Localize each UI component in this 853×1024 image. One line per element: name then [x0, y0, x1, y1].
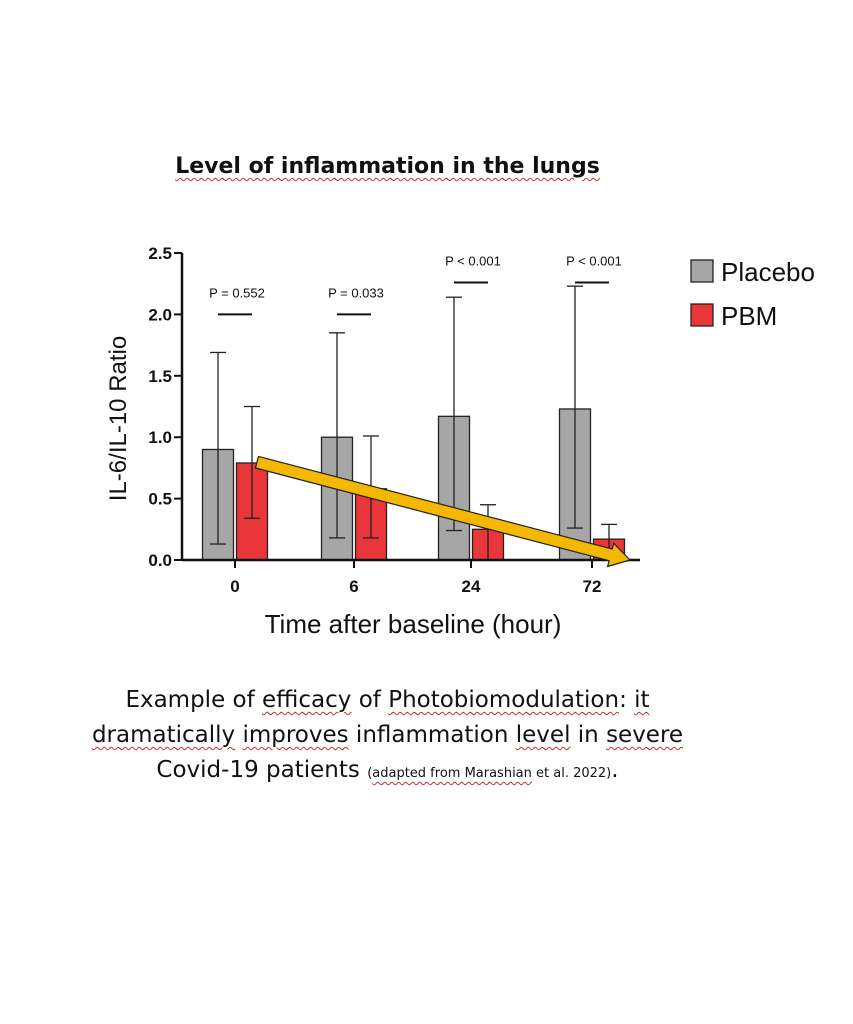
caption-source: (	[367, 766, 373, 781]
trend-arrow	[254, 455, 631, 568]
caption-line-1: Example of efficacy of Photobiomodulatio…	[40, 683, 735, 718]
legend-swatch-placebo	[690, 259, 714, 283]
y-tick-label: 0.0	[148, 551, 172, 570]
y-axis-label: IL-6/IL-10 Ratio	[105, 336, 132, 501]
caption-text: it	[634, 687, 650, 713]
bar-chart: 0.0 0.5 1.0 1.5 2.0 2.5 0 6 24 72 Time after basel…	[105, 244, 815, 639]
y-tick-label: 1.5	[148, 367, 172, 386]
legend-label-pbm: PBM	[721, 301, 777, 331]
x-axis-label: Time after baseline (hour)	[265, 609, 562, 639]
legend-swatch-pbm	[690, 303, 714, 327]
p-value-label: P = 0.033	[328, 285, 384, 300]
caption-text: Example of	[125, 687, 263, 713]
x-tick-label: 72	[583, 577, 602, 596]
p-value-label: P < 0.001	[445, 253, 501, 268]
caption-text: :	[619, 687, 635, 713]
caption-text: dramatically	[91, 722, 236, 748]
x-tick-label: 24	[462, 577, 481, 596]
y-tick-label: 2.0	[148, 305, 172, 324]
y-tick-label: 2.5	[148, 244, 172, 263]
caption-text: .	[611, 757, 619, 783]
caption-text: Covid-19 patients	[156, 757, 368, 783]
caption-line-2: dramatically improves inflammation level…	[40, 718, 735, 753]
caption-text: severe	[606, 722, 684, 748]
legend-label-placebo: Placebo	[721, 257, 815, 287]
x-tick-label: 0	[230, 577, 239, 596]
p-value-label: P < 0.001	[566, 253, 622, 268]
y-tick-label: 0.5	[148, 490, 172, 509]
caption-text: improves	[242, 722, 349, 748]
figure-caption: Example of efficacy of Photobiomodulatio…	[40, 683, 735, 791]
caption-text: Photobiomodulation	[388, 687, 620, 713]
caption-line-3: Covid-19 patients (adapted from Marashia…	[40, 753, 735, 791]
caption-source: et al. 2022)	[531, 766, 612, 781]
x-tick-label: 6	[349, 577, 358, 596]
p-value-label: P = 0.552	[209, 285, 265, 300]
caption-text: level	[515, 722, 571, 748]
caption-text: of	[351, 687, 389, 713]
caption-text: in	[570, 722, 607, 748]
y-tick-label: 1.0	[148, 428, 172, 447]
caption-text: efficacy	[262, 687, 352, 713]
chart-title: Level of inflammation in the lungs	[0, 154, 775, 179]
caption-text: inflammation	[348, 722, 516, 748]
caption-source: adapted from Marashian	[372, 766, 532, 781]
chart-title-text: Level of inflammation in the lungs	[175, 154, 600, 179]
